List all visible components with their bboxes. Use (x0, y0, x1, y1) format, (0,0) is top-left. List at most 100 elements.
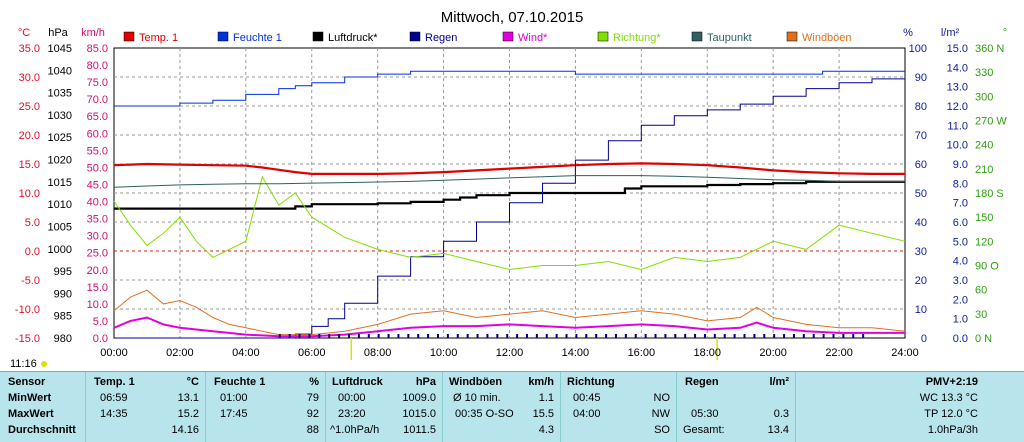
rain-marker (535, 334, 538, 338)
rain-marker (288, 334, 291, 338)
rain-marker (486, 334, 489, 338)
axis-tick-temp: 10.0 (19, 188, 40, 200)
axis-tick-wind: 80.0 (87, 60, 108, 72)
axis-tick-rain: 14.0 (947, 62, 968, 74)
stats-hum-avg: 88 (306, 424, 319, 436)
axis-tick-temp: 35.0 (19, 43, 40, 55)
rain-marker (466, 334, 469, 338)
axis-tick-temp: 30.0 (19, 72, 40, 84)
series-line (113, 289, 906, 336)
axis-tick-rain: 12.0 (947, 101, 968, 113)
stats-sensor-header: Sensor (8, 376, 46, 388)
axis-tick-direction: 0 N (975, 333, 992, 345)
rain-marker (773, 334, 776, 338)
stats-pmv-tp: TP 12.0 °C (924, 408, 978, 420)
x-tick-label: 18:00 (693, 347, 721, 359)
axis-unit-rain: l/m² (941, 27, 960, 39)
axis-tick-pressure: 1005 (48, 221, 72, 233)
stats-temp-col: Temp. 1 °C 06:59 13.1 14:35 15.2 14.16 (85, 372, 205, 442)
rain-marker (624, 334, 627, 338)
rain-marker (822, 334, 825, 338)
rain-marker (585, 334, 588, 338)
stats-press-min: 1009.0 (402, 392, 436, 404)
stats-rain-max-time: 05:30 (691, 408, 719, 420)
rain-marker (555, 334, 558, 338)
axis-tick-humidity: 100 (909, 43, 927, 55)
axis-tick-temp: -10.0 (15, 304, 40, 316)
stats-gust-unit: km/h (528, 376, 554, 388)
axis-tick-pressure: 980 (54, 333, 72, 345)
stats-row-avg: Durchschnitt (8, 424, 76, 436)
stats-dir-min: NO (653, 392, 671, 404)
rain-marker (763, 334, 766, 338)
rain-marker (338, 334, 341, 338)
stats-press-max: 1015.0 (402, 408, 436, 420)
axis-tick-rain: 13.0 (947, 82, 968, 94)
chart-axes: °C 35.0 30.0 25.0 20.0 15.0 10.0 5.0 0.0 -5.0 -10.… (15, 27, 1007, 345)
axis-tick-rain: 8.0 (953, 178, 968, 190)
x-tick-label: 10:00 (430, 347, 458, 359)
series-line (113, 316, 905, 338)
rain-marker (852, 334, 855, 338)
stats-gust-col: Windböen km/h Ø 10 min. 1.1 00:35 O-SO 15.5… (442, 372, 560, 442)
stats-press-max-time: 23:20 (338, 408, 366, 420)
stats-dir-col: Richtung 00:45 NO 04:00 NW SO (560, 372, 676, 442)
axis-tick-direction: 30 (975, 309, 987, 321)
rain-marker (298, 334, 301, 338)
rain-marker (674, 334, 677, 338)
marker-time-label: 11:16 (10, 358, 37, 370)
axis-tick-pressure: 1010 (48, 199, 72, 211)
rain-marker (595, 334, 598, 338)
series-line (113, 175, 905, 188)
axis-tick-direction: 240 (975, 140, 993, 152)
axis-tick-wind: 70.0 (87, 94, 108, 106)
axis-unit-humidity: % (903, 27, 913, 39)
rain-marker (407, 334, 410, 338)
axis-tick-direction: 120 (975, 236, 993, 248)
axis-tick-wind: 65.0 (87, 111, 108, 123)
axis-tick-rain: 9.0 (953, 159, 968, 171)
axis-tick-wind: 5.0 (93, 316, 108, 328)
rain-marker (348, 334, 351, 338)
axis-tick-temp: 15.0 (19, 159, 40, 171)
axis-tick-humidity: 10 (915, 304, 927, 316)
axis-tick-temp: 25.0 (19, 101, 40, 113)
rain-marker (565, 334, 568, 338)
axis-tick-direction: 210 (975, 164, 993, 176)
axis-tick-humidity: 60 (915, 159, 927, 171)
axis-tick-wind: 75.0 (87, 77, 108, 89)
stats-rain-max: 0.3 (773, 408, 789, 420)
rain-marker (328, 334, 331, 338)
rain-marker (614, 334, 617, 338)
legend-swatch (691, 31, 703, 42)
stats-rain-col: Regen l/m² 05:30 0.3 Gesamt: 13.4 (676, 372, 795, 442)
axis-tick-rain: 7.0 (953, 198, 968, 210)
stats-pmv-header: PMV+2:19 (925, 376, 978, 388)
axis-tick-humidity: 70 (915, 130, 927, 142)
weather-chart: Mittwoch, 07.10.2015 Temp. 1 Feuchte 1 Luf… (15, 9, 1007, 367)
axis-tick-rain: 11.0 (947, 120, 968, 132)
axis-tick-wind: 55.0 (87, 145, 108, 157)
axis-tick-temp: 5.0 (25, 217, 40, 229)
rain-marker (545, 334, 548, 338)
x-tick-label: 22:00 (825, 347, 853, 359)
stats-temp-unit: °C (186, 376, 199, 388)
rain-marker (743, 334, 746, 338)
x-tick-label: 04:00 (232, 347, 260, 359)
axis-tick-pressure: 1000 (48, 244, 72, 256)
rain-marker (525, 334, 528, 338)
rain-marker (842, 334, 845, 338)
axis-tick-wind: 15.0 (87, 282, 108, 294)
rain-marker (792, 334, 795, 338)
rain-marker (456, 334, 459, 338)
axis-tick-temp: 20.0 (19, 130, 40, 142)
axis-tick-humidity: 0 (921, 333, 927, 345)
axis-tick-temp: -5.0 (21, 275, 40, 287)
rain-marker (703, 334, 706, 338)
legend-label: Wind* (518, 32, 548, 44)
axis-tick-wind: 20.0 (87, 265, 108, 277)
axis-tick-direction: 180 S (975, 188, 1004, 200)
x-tick-label: 08:00 (364, 347, 392, 359)
stats-hum-min-time: 01:00 (220, 392, 248, 404)
stats-row-max: MaxWert (8, 408, 54, 420)
